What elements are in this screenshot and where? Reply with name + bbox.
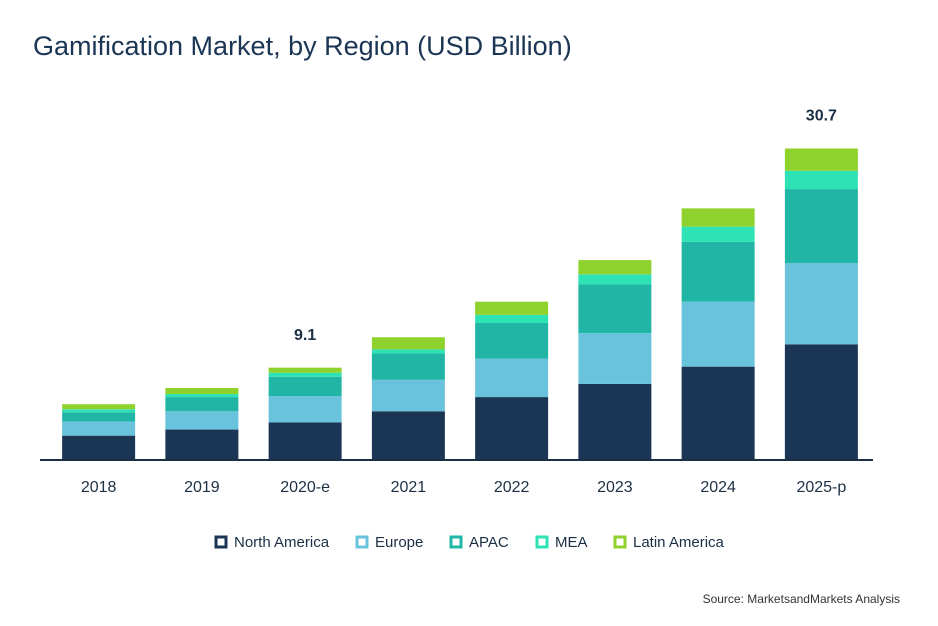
legend-marker	[535, 535, 549, 549]
bar-segment	[475, 358, 549, 398]
bar-segment	[475, 314, 549, 324]
legend-label: APAC	[469, 534, 509, 551]
bar-segment	[784, 344, 858, 460]
chart-title: Gamification Market, by Region (USD Bill…	[33, 31, 572, 61]
x-tick-label: 2025-p	[796, 479, 846, 496]
bar-segment	[784, 189, 858, 264]
bar-segment	[268, 376, 342, 397]
legend-label: Europe	[375, 534, 423, 551]
bar-segment	[62, 404, 136, 410]
bar-segment	[62, 409, 136, 413]
bar-segment	[784, 170, 858, 190]
bar-segment	[371, 349, 445, 354]
bar-segment	[681, 226, 755, 242]
bar-segment	[165, 397, 239, 412]
x-tick-label: 2021	[391, 479, 427, 496]
legend-marker	[449, 535, 463, 549]
bar-segment	[165, 411, 239, 430]
bar-segment	[62, 435, 136, 460]
bar-segment	[681, 241, 755, 302]
source-note: Source: MarketsandMarkets Analysis	[703, 592, 900, 606]
total-label: 30.7	[806, 108, 837, 125]
bar-segment	[578, 333, 652, 384]
legend-marker	[214, 535, 228, 549]
bar-segment	[165, 387, 239, 395]
bar-segment	[268, 367, 342, 373]
legend-marker	[613, 535, 627, 549]
bar-segment	[681, 301, 755, 367]
legend-marker	[355, 535, 369, 549]
bar-segment	[268, 422, 342, 460]
x-tick-label: 2019	[184, 479, 220, 496]
legend-label: North America	[234, 534, 330, 551]
x-tick-label: 2024	[700, 479, 736, 496]
bar-segment	[371, 337, 445, 350]
bar-segment	[681, 208, 755, 227]
legend-label: MEA	[555, 534, 588, 551]
bar-segment	[62, 412, 136, 422]
bar-segment	[371, 379, 445, 412]
bar-segment	[475, 301, 549, 315]
bar-segment	[578, 284, 652, 334]
bar-segment	[371, 411, 445, 460]
bar-segment	[475, 323, 549, 359]
bar-segment	[268, 396, 342, 423]
bar-segment	[165, 429, 239, 460]
bar-segment	[578, 260, 652, 275]
x-tick-label: 2022	[494, 479, 530, 496]
bar-segment	[268, 372, 342, 377]
legend-label: Latin America	[633, 534, 725, 551]
bar-segment	[371, 353, 445, 380]
bar-segment	[578, 383, 652, 460]
bar-segment	[475, 397, 549, 460]
bar-segment	[578, 274, 652, 285]
total-label: 9.1	[294, 327, 316, 344]
x-tick-label: 2018	[81, 479, 117, 496]
bar-segment	[165, 394, 239, 398]
x-tick-label: 2020-e	[280, 479, 330, 496]
x-tick-label: 2023	[597, 479, 633, 496]
bar-segment	[784, 263, 858, 345]
bar-segment	[62, 421, 136, 436]
bar-segment	[681, 366, 755, 460]
bar-segment	[784, 148, 858, 171]
